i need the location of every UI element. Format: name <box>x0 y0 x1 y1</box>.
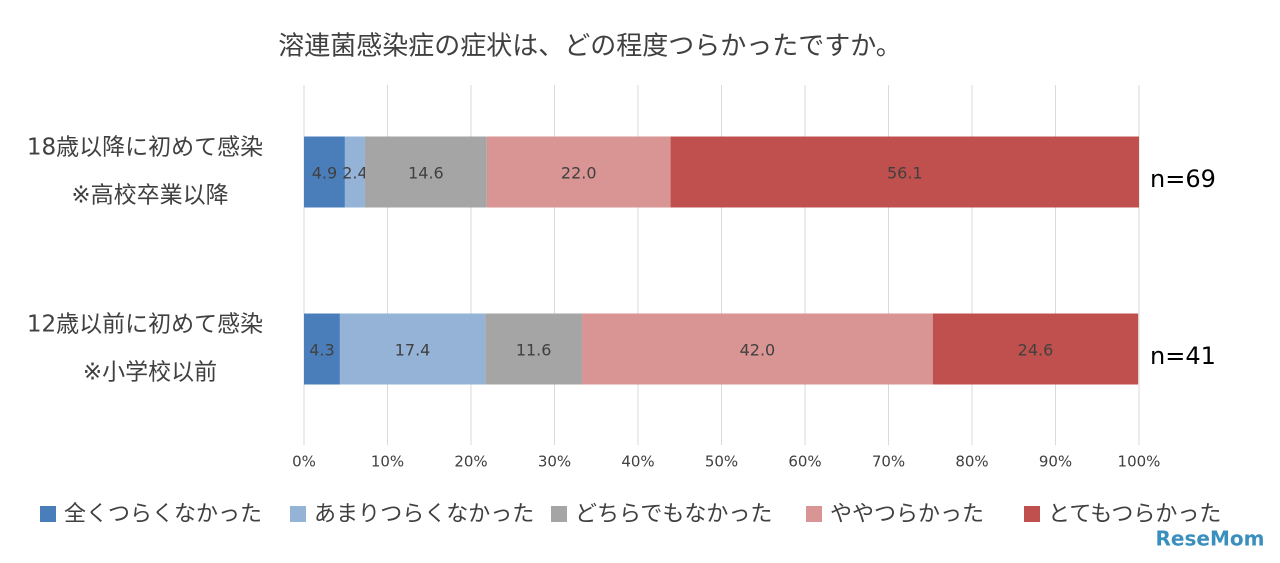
category-label: ※高校卒業以降 <box>71 183 228 209</box>
value-label: 17.4 <box>395 341 431 360</box>
x-tick-label: 60% <box>788 453 821 471</box>
legend-swatch <box>806 506 822 522</box>
x-tick-label: 30% <box>538 453 571 471</box>
category-label: 18歳以降に初めて感染 <box>27 135 263 161</box>
category-label: 12歳以前に初めて感染 <box>27 312 263 338</box>
legend-swatch <box>40 506 56 522</box>
x-tick-label: 80% <box>955 453 988 471</box>
legend-swatch <box>551 506 567 522</box>
value-label: 11.6 <box>516 341 552 360</box>
bar-segment <box>582 313 933 385</box>
value-label: 4.9 <box>312 164 337 183</box>
n-label: n=41 <box>1150 342 1216 370</box>
value-label: 14.6 <box>408 164 444 183</box>
bar-segment <box>339 313 486 385</box>
x-tick-label: 20% <box>454 453 487 471</box>
value-label: 42.0 <box>740 341 776 360</box>
x-tick-label: 90% <box>1039 453 1072 471</box>
bar-segment <box>670 136 1139 208</box>
bar-segment <box>486 136 671 208</box>
value-label: 22.0 <box>561 164 597 183</box>
n-label: n=69 <box>1150 165 1216 193</box>
legend-label: どちらでもなかった <box>575 502 772 527</box>
x-tick-label: 100% <box>1118 453 1161 471</box>
bar-segment <box>932 313 1139 385</box>
x-tick-label: 50% <box>705 453 738 471</box>
legend-label: ややつらかった <box>830 502 984 527</box>
x-tick-label: 10% <box>371 453 404 471</box>
value-label: 56.1 <box>887 164 923 183</box>
bar-segment <box>304 136 345 208</box>
value-label: 24.6 <box>1018 341 1054 360</box>
bar-segment <box>344 136 365 208</box>
legend-label: とてもつらかった <box>1048 502 1221 527</box>
chart-title: 溶連菌感染症の症状は、どの程度つらかったですか。 <box>278 32 901 62</box>
bar-segment <box>485 313 583 385</box>
bar-segment <box>364 136 487 208</box>
x-tick-label: 70% <box>872 453 905 471</box>
bar-segment <box>304 313 340 385</box>
legend-label: あまりつらくなかった <box>314 502 534 527</box>
value-label: 2.4 <box>342 164 367 183</box>
category-label: ※小学校以前 <box>83 360 217 386</box>
watermark: ReseMom <box>1156 527 1265 551</box>
x-tick-label: 0% <box>292 453 316 471</box>
legend-label: 全くつらくなかった <box>64 502 262 527</box>
value-label: 4.3 <box>309 341 334 360</box>
x-tick-label: 40% <box>621 453 654 471</box>
legend-swatch <box>290 506 306 522</box>
legend-swatch <box>1024 506 1040 522</box>
